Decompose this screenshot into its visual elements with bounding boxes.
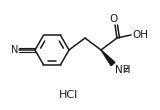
Text: HCl: HCl [58, 90, 78, 100]
Polygon shape [101, 50, 115, 66]
Text: O: O [110, 14, 118, 24]
Text: OH: OH [132, 30, 148, 40]
Text: 2: 2 [124, 65, 129, 74]
Text: NH: NH [115, 65, 131, 75]
Text: N: N [11, 45, 18, 55]
